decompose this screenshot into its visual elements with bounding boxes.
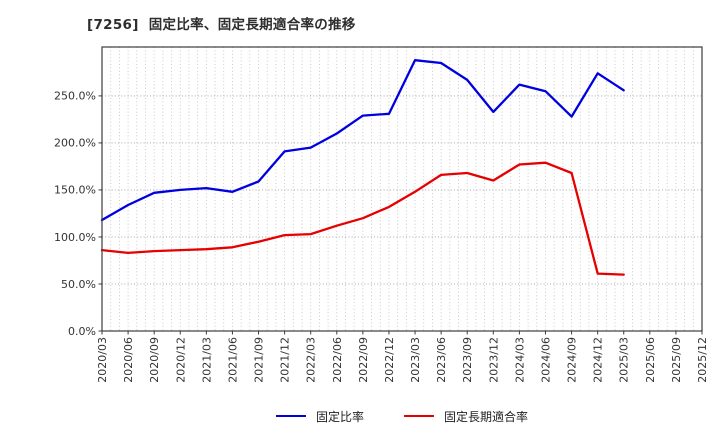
x-tick-label: 2021/12 [279,337,292,383]
y-tick-label: 250.0% [54,90,96,103]
x-tick-label: 2025/09 [670,337,683,383]
x-tick-label: 2020/06 [122,337,135,383]
x-tick-label: 2022/06 [331,337,344,383]
x-tick-label: 2024/03 [513,337,526,383]
y-tick-label: 0.0% [68,325,96,338]
x-tick-label: 2023/12 [487,337,500,383]
y-tick-label: 100.0% [54,231,96,244]
x-tick-label: 2021/03 [200,337,213,383]
legend-line-red-icon [404,415,434,417]
x-tick-label: 2025/06 [644,337,657,383]
plot-border [101,46,703,332]
y-tick-label: 50.0% [61,278,96,291]
x-tick-label: 2020/12 [174,337,187,383]
x-tick-label: 2024/06 [539,337,552,383]
y-tick-label: 200.0% [54,137,96,150]
legend-item-fixed-ratio: 固定比率 [275,408,364,425]
x-tick-label: 2022/09 [357,337,370,383]
legend-line-blue-icon [275,415,306,417]
x-tick-label: 2020/09 [148,337,161,383]
x-tick-label: 2025/12 [696,337,709,383]
chart-title: [7256] 固定比率、固定長期適合率の推移 [87,17,356,33]
legend-item-fixed-longterm-ratio: 固定長期適合率 [404,408,528,425]
x-tick-label: 2023/03 [409,337,422,383]
x-tick-label: 2024/12 [592,337,605,383]
y-tick-label: 150.0% [54,184,96,197]
chart-legend: 固定比率 固定長期適合率 [102,404,702,428]
x-tick-label: 2020/03 [96,337,109,383]
x-tick-label: 2025/03 [618,337,631,383]
x-tick-label: 2022/03 [305,337,318,383]
x-tick-label: 2022/12 [383,337,396,383]
x-tick-label: 2021/06 [226,337,239,383]
x-tick-label: 2023/06 [435,337,448,383]
x-tick-label: 2023/09 [461,337,474,383]
series-line-fixed-longterm-ratio [100,161,625,276]
legend-label-fixed-longterm-ratio: 固定長期適合率 [444,409,529,424]
x-tick-label: 2021/09 [253,337,266,383]
series-line-fixed-ratio [100,59,625,222]
legend-label-fixed-ratio: 固定比率 [315,409,364,424]
x-tick-label: 2024/09 [566,337,579,383]
